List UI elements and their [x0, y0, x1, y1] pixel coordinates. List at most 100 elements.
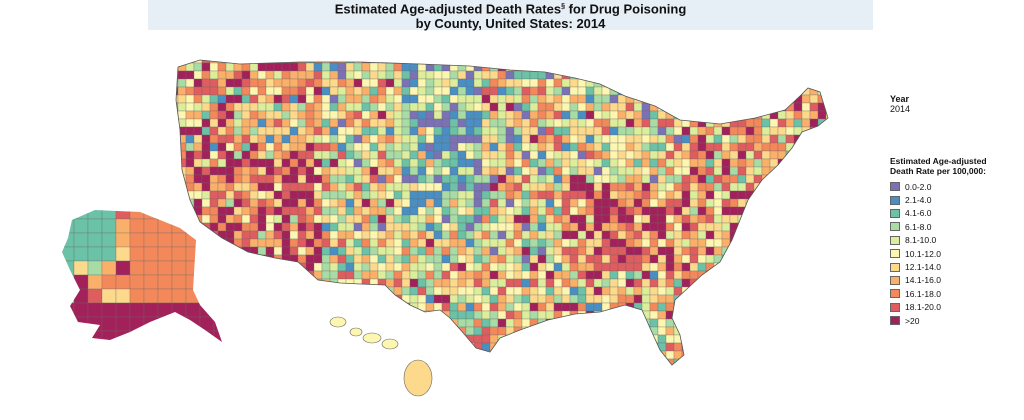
county-cell: [753, 94, 763, 104]
county-cell: [361, 158, 371, 168]
county-cell: [793, 342, 803, 352]
county-cell: [225, 198, 235, 208]
county-cell: [761, 254, 771, 264]
county-cell: [209, 246, 219, 256]
county-cell: [545, 302, 555, 312]
county-cell: [361, 182, 371, 192]
county-cell: [417, 182, 427, 192]
county-cell: [529, 190, 539, 200]
county-cell: [385, 238, 395, 248]
county-cell: [201, 278, 211, 288]
county-cell: [561, 78, 571, 88]
county-cell: [625, 62, 635, 72]
county-cell: [377, 350, 387, 360]
county-cell: [585, 142, 595, 152]
county-cell: [401, 78, 411, 88]
county-cell: [569, 198, 579, 208]
county-cell: [697, 222, 707, 232]
county-cell: [593, 350, 603, 360]
county-cell: [297, 62, 307, 72]
county-cell: [393, 70, 403, 80]
county-cell: [529, 174, 539, 184]
county-cell: [157, 302, 173, 318]
county-cell: [87, 232, 103, 248]
county-cell: [353, 134, 363, 144]
county-cell: [713, 142, 723, 152]
county-cell: [817, 174, 827, 184]
county-cell: [834, 207, 842, 215]
county-cell: [705, 198, 715, 208]
county-cell: [753, 118, 763, 128]
county-cell: [401, 206, 411, 216]
county-cell: [513, 158, 523, 168]
county-cell: [585, 198, 595, 208]
county-cell: [513, 86, 523, 96]
county-cell: [433, 358, 443, 365]
county-cell: [489, 126, 499, 136]
county-cell: [785, 134, 795, 144]
county-cell: [745, 214, 755, 224]
county-cell: [425, 222, 435, 232]
county-cell: [417, 318, 427, 328]
county-cell: [817, 326, 827, 336]
county-cell: [721, 62, 731, 72]
county-cell: [721, 310, 731, 320]
county-cell: [753, 78, 763, 88]
county-cell: [281, 270, 291, 280]
county-cell: [657, 262, 667, 272]
county-cell: [417, 198, 427, 208]
county-cell: [769, 190, 779, 200]
county-cell: [681, 334, 691, 344]
county-cell: [737, 254, 747, 264]
county-cell: [769, 94, 779, 104]
county-cell: [577, 270, 587, 280]
county-cell: [762, 367, 770, 375]
county-cell: [185, 330, 201, 342]
county-cell: [689, 78, 699, 88]
county-cell: [537, 294, 547, 304]
county-cell: [753, 310, 763, 320]
county-cell: [641, 70, 651, 80]
legend-item-label: >20: [905, 315, 920, 326]
county-cell: [345, 62, 355, 72]
county-cell: [649, 150, 659, 160]
county-cell: [385, 326, 395, 336]
county-cell: [377, 94, 387, 104]
county-cell: [273, 166, 283, 176]
county-cell: [817, 190, 827, 200]
county-cell: [577, 150, 587, 160]
county-cell: [753, 238, 763, 248]
county-cell: [681, 86, 691, 96]
county-cell: [625, 70, 635, 80]
county-cell: [649, 318, 659, 328]
county-cell: [345, 286, 355, 296]
county-cell: [809, 62, 819, 72]
county-cell: [433, 102, 443, 112]
county-cell: [657, 134, 667, 144]
county-cell: [721, 342, 731, 352]
county-cell: [801, 278, 811, 288]
county-cell: [177, 94, 187, 104]
county-cell: [777, 110, 787, 120]
county-cell: [225, 278, 235, 288]
county-cell: [617, 110, 627, 120]
county-cell: [577, 310, 587, 320]
county-cell: [593, 318, 603, 328]
county-cell: [617, 182, 627, 192]
county-cell: [143, 232, 159, 248]
county-cell: [545, 166, 555, 176]
county-cell: [585, 214, 595, 224]
county-cell: [329, 142, 339, 152]
county-cell: [737, 102, 747, 112]
county-cell: [737, 142, 747, 152]
county-cell: [641, 350, 651, 360]
county-cell: [713, 294, 723, 304]
county-cell: [233, 110, 243, 120]
county-cell: [233, 214, 243, 224]
county-cell: [834, 119, 842, 127]
county-cell: [673, 206, 683, 216]
county-cell: [171, 316, 187, 332]
county-cell: [521, 294, 531, 304]
county-cell: [241, 342, 251, 352]
county-cell: [193, 158, 203, 168]
